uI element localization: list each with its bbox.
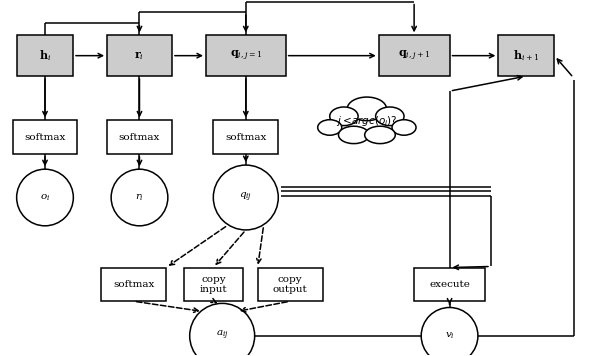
Ellipse shape (189, 303, 255, 356)
FancyBboxPatch shape (101, 268, 166, 301)
Text: softmax: softmax (119, 133, 160, 142)
Ellipse shape (339, 126, 369, 143)
Ellipse shape (17, 169, 73, 226)
Text: softmax: softmax (225, 133, 266, 142)
Text: $j<\!\mathit{argc}(o_i)?$: $j<\!\mathit{argc}(o_i)?$ (336, 114, 398, 128)
Text: copy
output: copy output (273, 275, 307, 294)
FancyBboxPatch shape (498, 35, 554, 76)
FancyBboxPatch shape (258, 268, 323, 301)
FancyBboxPatch shape (107, 35, 172, 76)
FancyBboxPatch shape (184, 268, 243, 301)
Text: $\mathbf{r}_i$: $\mathbf{r}_i$ (134, 50, 144, 62)
Text: $q_{ij}$: $q_{ij}$ (239, 191, 252, 204)
Ellipse shape (347, 97, 387, 121)
Text: $a_{ij}$: $a_{ij}$ (216, 329, 229, 342)
FancyBboxPatch shape (107, 120, 172, 154)
Ellipse shape (330, 107, 358, 126)
FancyBboxPatch shape (12, 120, 78, 154)
Text: $\mathbf{h}_i$: $\mathbf{h}_i$ (39, 48, 51, 63)
Text: $\mathbf{h}_{i+1}$: $\mathbf{h}_{i+1}$ (513, 48, 539, 63)
FancyBboxPatch shape (414, 268, 485, 301)
Ellipse shape (422, 308, 478, 356)
Ellipse shape (213, 165, 278, 230)
FancyBboxPatch shape (213, 120, 278, 154)
FancyBboxPatch shape (17, 35, 73, 76)
Text: $v_i$: $v_i$ (445, 331, 455, 341)
Ellipse shape (375, 107, 404, 126)
Ellipse shape (365, 126, 395, 143)
Text: softmax: softmax (113, 280, 155, 289)
Text: execute: execute (429, 280, 470, 289)
Text: $\mathbf{q}_{i,j=1}$: $\mathbf{q}_{i,j=1}$ (230, 48, 262, 63)
Ellipse shape (111, 169, 168, 226)
Text: copy
input: copy input (200, 275, 227, 294)
Text: $\mathbf{q}_{i,j+1}$: $\mathbf{q}_{i,j+1}$ (398, 48, 430, 63)
Ellipse shape (392, 120, 416, 135)
Text: $r_i$: $r_i$ (135, 192, 144, 203)
FancyBboxPatch shape (379, 35, 449, 76)
Text: $o_i$: $o_i$ (40, 192, 50, 203)
Ellipse shape (318, 120, 342, 135)
Text: softmax: softmax (24, 133, 66, 142)
FancyBboxPatch shape (206, 35, 286, 76)
